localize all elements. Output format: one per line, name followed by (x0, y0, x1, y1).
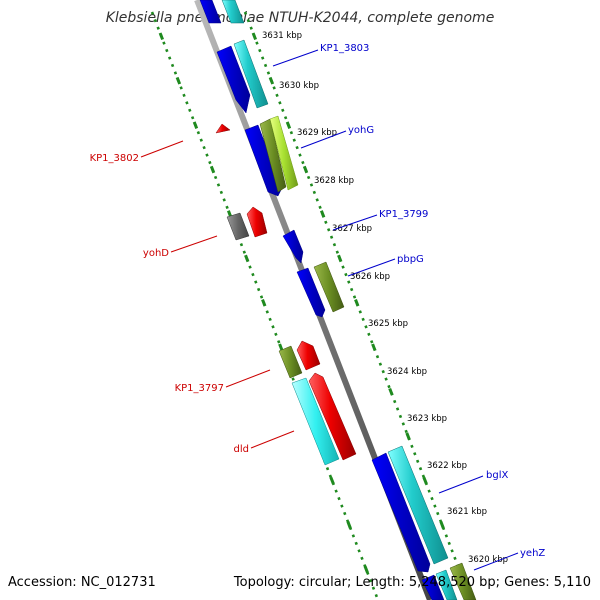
gene-yohD-gray (226, 212, 250, 241)
gene-KP1_3803-blue (216, 45, 251, 114)
tick-3628: 3628 kbp (314, 176, 354, 186)
ring-tick-1-2 (285, 121, 292, 129)
leader-yohD (170, 235, 218, 253)
reverse-genes (215, 123, 357, 466)
ring-tick-1-1 (268, 76, 275, 85)
ring-tick-0-12 (363, 565, 369, 574)
ring-tick-marks (158, 32, 462, 574)
gene-KP1_3799-blue (282, 229, 304, 264)
leader-KP1_3797 (225, 369, 271, 388)
gene-KP1_3803-cyan (233, 39, 269, 109)
gene-forward-top-blue (199, 0, 222, 24)
tick-3627: 3627 kbp (332, 224, 372, 234)
forward-genes (199, 0, 477, 600)
ring-tick-0-0 (158, 32, 165, 41)
label-KP1_3802: KP1_3802 (90, 153, 139, 164)
gene-pbpG-olive (313, 261, 345, 313)
scale-ticks: 3631 kbp 3630 kbp 3629 kbp 3628 kbp 3627… (262, 31, 508, 565)
gene-bglX-cyan (387, 445, 449, 565)
ring-tick-0-1 (175, 76, 182, 85)
label-KP1_3803: KP1_3803 (320, 43, 369, 54)
ring-tick-1-3 (302, 165, 309, 174)
gene-yohG-olive (259, 118, 287, 193)
gene-yehZ-blue (421, 574, 445, 600)
ring-tick-1-10 (422, 476, 428, 485)
accession-text: Accession: NC_012731 (8, 575, 156, 590)
leader-KP1_3799 (332, 214, 378, 231)
tick-3621: 3621 kbp (447, 507, 487, 517)
gene-yehZ-cyan (435, 569, 458, 600)
gene-bglX-blue (371, 452, 431, 573)
leader-yehZ (473, 552, 519, 571)
leader-KP1_3802 (140, 140, 184, 158)
gene-KP1_3797-red (296, 340, 321, 371)
ring-tick-1-5 (337, 254, 343, 263)
ring-tick-1-6 (354, 299, 360, 307)
label-dld: dld (234, 444, 249, 455)
label-bglX: bglX (486, 470, 508, 481)
ring-tick-0-5 (244, 254, 250, 263)
ring-tick-0-6 (261, 299, 267, 307)
tick-3622: 3622 kbp (427, 461, 467, 471)
tick-3629: 3629 kbp (297, 128, 337, 138)
ring-tick-0-11 (346, 521, 352, 529)
ring-tick-1-4 (319, 210, 326, 218)
topology-text: Topology: circular; Length: 5,248,520 bp… (233, 575, 591, 590)
inner-dotted-ring (150, 11, 380, 600)
leader-pbpG (347, 258, 396, 277)
ring-tick-1-9 (405, 432, 411, 440)
ring-tick-1-7 (371, 343, 377, 352)
ring-tick-0-7 (278, 343, 284, 352)
gene-yohG-lime (269, 115, 299, 191)
gene-yehZ-olive (449, 562, 477, 600)
label-pbpG: pbpG (397, 254, 424, 265)
label-KP1_3799: KP1_3799 (379, 209, 428, 220)
forward-gene-labels: KP1_3803 yohG KP1_3799 pbpG bglX yehZ (272, 43, 545, 571)
gene-dld-cyan (291, 377, 340, 466)
tick-3626: 3626 kbp (350, 272, 390, 282)
tick-3631: 3631 kbp (262, 31, 302, 41)
outer-dotted-ring (243, 11, 473, 600)
label-KP1_3797: KP1_3797 (175, 383, 224, 394)
ring-tick-0-10 (329, 476, 335, 485)
leader-yohG (300, 130, 347, 149)
ring-tick-0-2 (192, 121, 199, 129)
gene-KP1_3797-olive (278, 345, 303, 379)
tick-3623: 3623 kbp (407, 414, 447, 424)
gene-yohG-blue (244, 124, 283, 197)
tick-3625: 3625 kbp (368, 319, 408, 329)
gene-dld-red (308, 372, 357, 461)
tick-3620: 3620 kbp (468, 555, 508, 565)
tick-3630: 3630 kbp (279, 81, 319, 91)
label-yohG: yohG (348, 125, 374, 136)
map-title: Klebsiella pneumoniae NTUH-K2044, comple… (106, 10, 495, 26)
gene-yohD-red (246, 206, 268, 238)
label-yehZ: yehZ (520, 548, 545, 559)
gene-forward-top-cyan (221, 0, 245, 24)
leader-bglX (438, 475, 484, 494)
ring-tick-1-0 (251, 32, 258, 41)
ring-tick-1-8 (388, 387, 394, 396)
leader-KP1_3803 (272, 49, 319, 67)
reverse-gene-labels: KP1_3802 yohD KP1_3797 dld (90, 140, 295, 455)
ring-tick-1-11 (439, 521, 445, 529)
tick-3624: 3624 kbp (387, 367, 427, 377)
gene-pbpG-blue (296, 267, 326, 318)
label-yohD: yohD (143, 248, 169, 259)
leader-dld (250, 430, 295, 449)
gene-KP1_3802-red (215, 123, 231, 134)
ring-tick-0-3 (209, 165, 216, 174)
